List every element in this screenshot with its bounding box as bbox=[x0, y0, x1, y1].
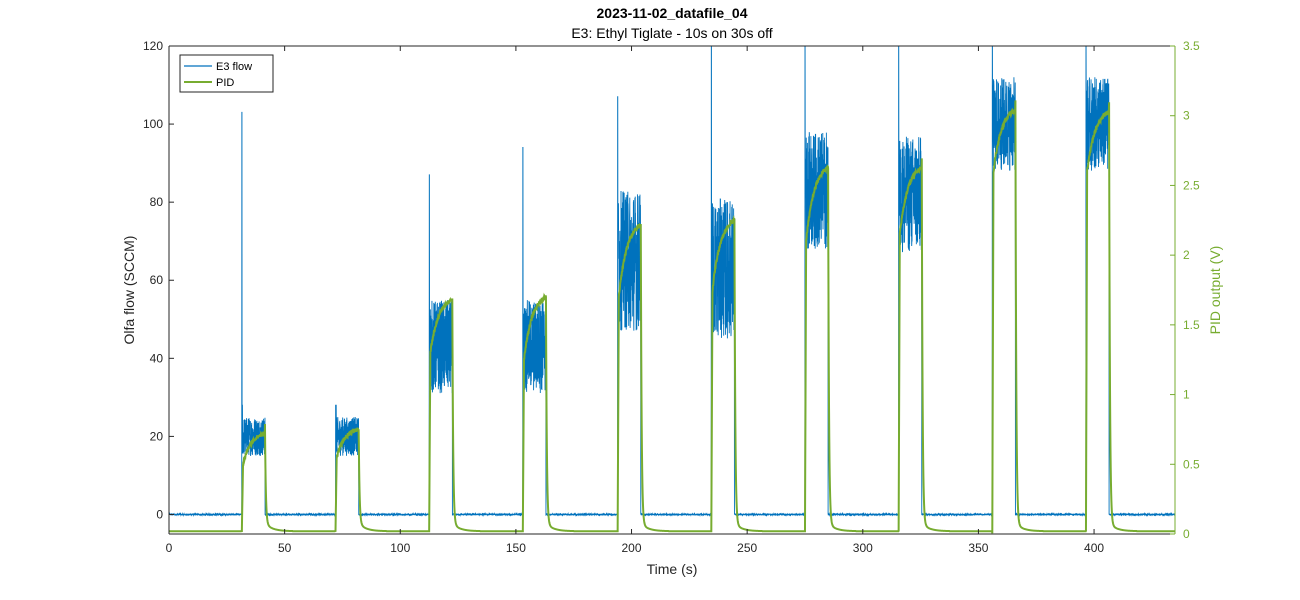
y2-tick-label: 1.5 bbox=[1183, 318, 1200, 332]
x-tick-label: 0 bbox=[166, 541, 173, 555]
y-tick-label: 120 bbox=[143, 39, 163, 53]
y-axis-label: Olfa flow (SCCM) bbox=[121, 236, 137, 345]
series-e3-flow bbox=[168, 45, 1176, 517]
y2-axis-label: PID output (V) bbox=[1207, 246, 1223, 335]
x-tick-label: 150 bbox=[506, 541, 526, 555]
y2-tick-label: 0.5 bbox=[1183, 457, 1200, 471]
y2-tick-label: 2 bbox=[1183, 248, 1190, 262]
series-layer bbox=[168, 45, 1176, 534]
x-tick-label: 250 bbox=[737, 541, 757, 555]
y-tick-label: 0 bbox=[156, 507, 163, 521]
x-tick-label: 400 bbox=[1084, 541, 1104, 555]
y-tick-label: 60 bbox=[150, 273, 164, 287]
x-tick-label: 200 bbox=[622, 541, 642, 555]
y-tick-label: 40 bbox=[150, 351, 164, 365]
chart-subtitle: E3: Ethyl Tiglate - 10s on 30s off bbox=[571, 25, 772, 41]
y-tick-label: 80 bbox=[150, 195, 164, 209]
x-tick-label: 100 bbox=[390, 541, 410, 555]
y-tick-label: 20 bbox=[150, 429, 164, 443]
legend-entry-pid: PID bbox=[216, 77, 234, 89]
y2-tick-label: 3.5 bbox=[1183, 39, 1200, 53]
axes-layer: 0 50 100 150 200 250 300 350 4000204060801001200… bbox=[143, 39, 1200, 555]
legend-entry-flow: E3 flow bbox=[216, 61, 252, 73]
series-pid bbox=[169, 100, 1175, 534]
chart-title: 2023-11-02_datafile_04 bbox=[597, 5, 748, 21]
x-axis-label: Time (s) bbox=[647, 561, 698, 577]
plot-background bbox=[169, 46, 1175, 534]
y2-tick-label: 3 bbox=[1183, 109, 1190, 123]
x-tick-label: 350 bbox=[968, 541, 988, 555]
legend: E3 flow PID bbox=[179, 54, 274, 93]
legend-box bbox=[179, 54, 274, 93]
y2-tick-label: 1 bbox=[1183, 388, 1190, 402]
x-tick-label: 50 bbox=[278, 541, 292, 555]
y-tick-label: 100 bbox=[143, 117, 163, 131]
y2-tick-label: 2.5 bbox=[1183, 178, 1200, 192]
y2-tick-label: 0 bbox=[1183, 527, 1190, 541]
x-tick-label: 300 bbox=[853, 541, 873, 555]
